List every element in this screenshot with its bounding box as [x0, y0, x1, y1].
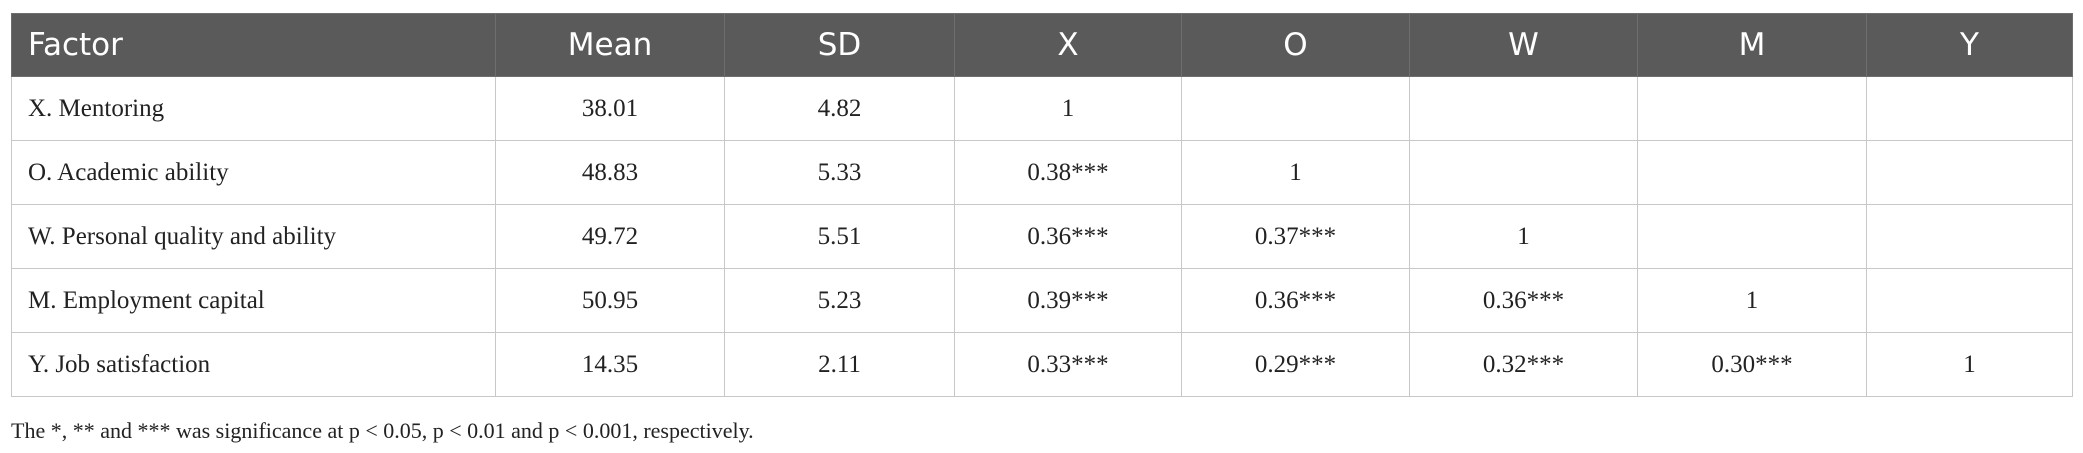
- value-cell: 0.39***: [954, 268, 1182, 333]
- header-cell: Y: [1866, 13, 2073, 77]
- empty-cell: [1637, 76, 1867, 141]
- header-cell: O: [1181, 13, 1410, 77]
- value-cell: 14.35: [495, 332, 725, 397]
- empty-cell: [1409, 76, 1638, 141]
- factor-cell: O. Academic ability: [11, 140, 496, 205]
- factor-cell: W. Personal quality and ability: [11, 204, 496, 269]
- table-row: X. Mentoring 38.01 4.82 1: [11, 76, 2073, 141]
- header-cell: W: [1409, 13, 1638, 77]
- value-cell: 5.33: [724, 140, 955, 205]
- value-cell: 0.36***: [1409, 268, 1638, 333]
- value-cell: 1: [954, 76, 1182, 141]
- empty-cell: [1866, 140, 2073, 205]
- value-cell: 49.72: [495, 204, 725, 269]
- table-row: W. Personal quality and ability 49.72 5.51…: [11, 204, 2073, 269]
- value-cell: 2.11: [724, 332, 955, 397]
- table-row: O. Academic ability 48.83 5.33 0.38*** 1: [11, 140, 2073, 205]
- empty-cell: [1637, 140, 1867, 205]
- header-row: Factor Mean SD X O W M Y: [11, 13, 2073, 77]
- header-cell: SD: [724, 13, 955, 77]
- factor-cell: X. Mentoring: [11, 76, 496, 141]
- value-cell: 0.36***: [954, 204, 1182, 269]
- table-body: X. Mentoring 38.01 4.82 1 O. Academic abilit…: [11, 76, 2073, 397]
- footnote: The *, ** and *** was significance at p …: [11, 418, 754, 443]
- value-cell: 0.32***: [1409, 332, 1638, 397]
- value-cell: 0.30***: [1637, 332, 1867, 397]
- header-cell: X: [954, 13, 1182, 77]
- value-cell: 1: [1409, 204, 1638, 269]
- empty-cell: [1637, 204, 1867, 269]
- empty-cell: [1866, 268, 2073, 333]
- value-cell: 4.82: [724, 76, 955, 141]
- value-cell: 1: [1181, 140, 1410, 205]
- header-cell: Mean: [495, 13, 725, 77]
- empty-cell: [1409, 140, 1638, 205]
- value-cell: 0.36***: [1181, 268, 1410, 333]
- table-row: Y. Job satisfaction 14.35 2.11 0.33*** 0.29*…: [11, 332, 2073, 397]
- empty-cell: [1866, 204, 2073, 269]
- value-cell: 1: [1637, 268, 1867, 333]
- empty-cell: [1181, 76, 1410, 141]
- header-cell: M: [1637, 13, 1867, 77]
- factor-cell: Y. Job satisfaction: [11, 332, 496, 397]
- value-cell: 0.38***: [954, 140, 1182, 205]
- value-cell: 50.95: [495, 268, 725, 333]
- value-cell: 5.51: [724, 204, 955, 269]
- value-cell: 0.29***: [1181, 332, 1410, 397]
- value-cell: 1: [1866, 332, 2073, 397]
- value-cell: 0.37***: [1181, 204, 1410, 269]
- factor-cell: M. Employment capital: [11, 268, 496, 333]
- value-cell: 48.83: [495, 140, 725, 205]
- value-cell: 38.01: [495, 76, 725, 141]
- table-row: M. Employment capital 50.95 5.23 0.39*** 0.3…: [11, 268, 2073, 333]
- header-cell: Factor: [11, 13, 496, 77]
- value-cell: 5.23: [724, 268, 955, 333]
- data-table: Factor Mean SD X O W M Y X. Mentoring 38.01 4.82 1…: [11, 13, 2073, 397]
- value-cell: 0.33***: [954, 332, 1182, 397]
- empty-cell: [1866, 76, 2073, 141]
